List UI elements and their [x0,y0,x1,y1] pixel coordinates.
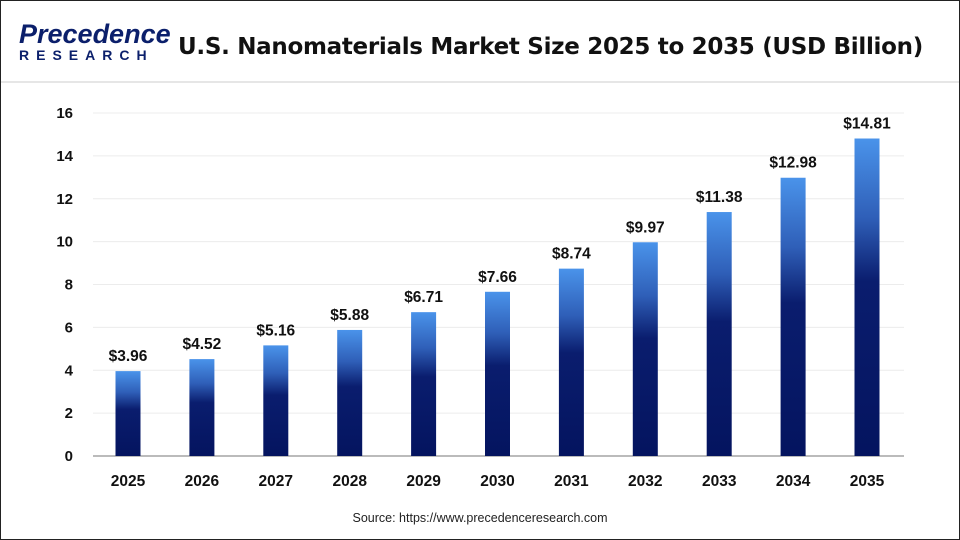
x-tick-label: 2034 [776,473,811,490]
logo-line2: RESEARCH [19,47,154,63]
x-tick-label: 2030 [480,473,514,490]
data-label: $14.81 [843,116,891,133]
data-label: $3.96 [109,348,148,365]
bar-2025 [115,371,141,456]
data-label: $11.38 [696,189,743,206]
bar-2029 [411,312,437,456]
data-label: $6.71 [404,289,443,306]
x-tick-label: 2033 [702,473,737,490]
data-label: $5.88 [330,307,369,324]
y-tick-label: 0 [65,448,73,465]
data-label: $5.16 [256,322,295,339]
y-tick-label: 16 [56,105,73,122]
x-tick-label: 2028 [332,473,367,490]
y-tick-label: 6 [65,319,73,336]
x-tick-label: 2025 [111,473,146,490]
y-tick-label: 8 [65,277,73,294]
y-tick-label: 2 [65,405,73,422]
x-tick-label: 2031 [554,473,589,490]
x-tick-label: 2026 [185,473,220,490]
header: Precedence RESEARCH U.S. Nanomaterials M… [1,1,959,83]
bar-2027 [263,345,289,456]
data-label: $12.98 [769,155,817,172]
bar-2034 [780,177,806,456]
logo-line1: Precedence [19,19,171,49]
bar-2028 [337,329,363,456]
bar-2032 [632,242,658,456]
data-label: $8.74 [552,246,591,263]
source-note: Source: https://www.precedenceresearch.c… [352,511,608,525]
bar-2031 [558,268,584,456]
bar-2033 [706,212,732,456]
bar-2035 [854,138,880,456]
data-label: $9.97 [626,219,665,236]
x-tick-label: 2027 [259,473,293,490]
data-label: $4.52 [183,336,222,353]
x-tick-label: 2029 [406,473,441,490]
precedence-research-logo: Precedence RESEARCH [19,19,171,64]
bar-2026 [189,359,215,456]
y-tick-label: 12 [56,191,73,208]
bar-2030 [485,291,510,456]
chart-title: U.S. Nanomaterials Market Size 2025 to 2… [178,34,923,60]
x-tick-label: 2035 [850,473,885,490]
y-tick-label: 4 [65,362,74,379]
y-tick-label: 10 [56,234,73,251]
x-tick-label: 2032 [628,473,662,490]
data-label: $7.66 [478,269,517,286]
y-tick-label: 14 [56,148,73,165]
